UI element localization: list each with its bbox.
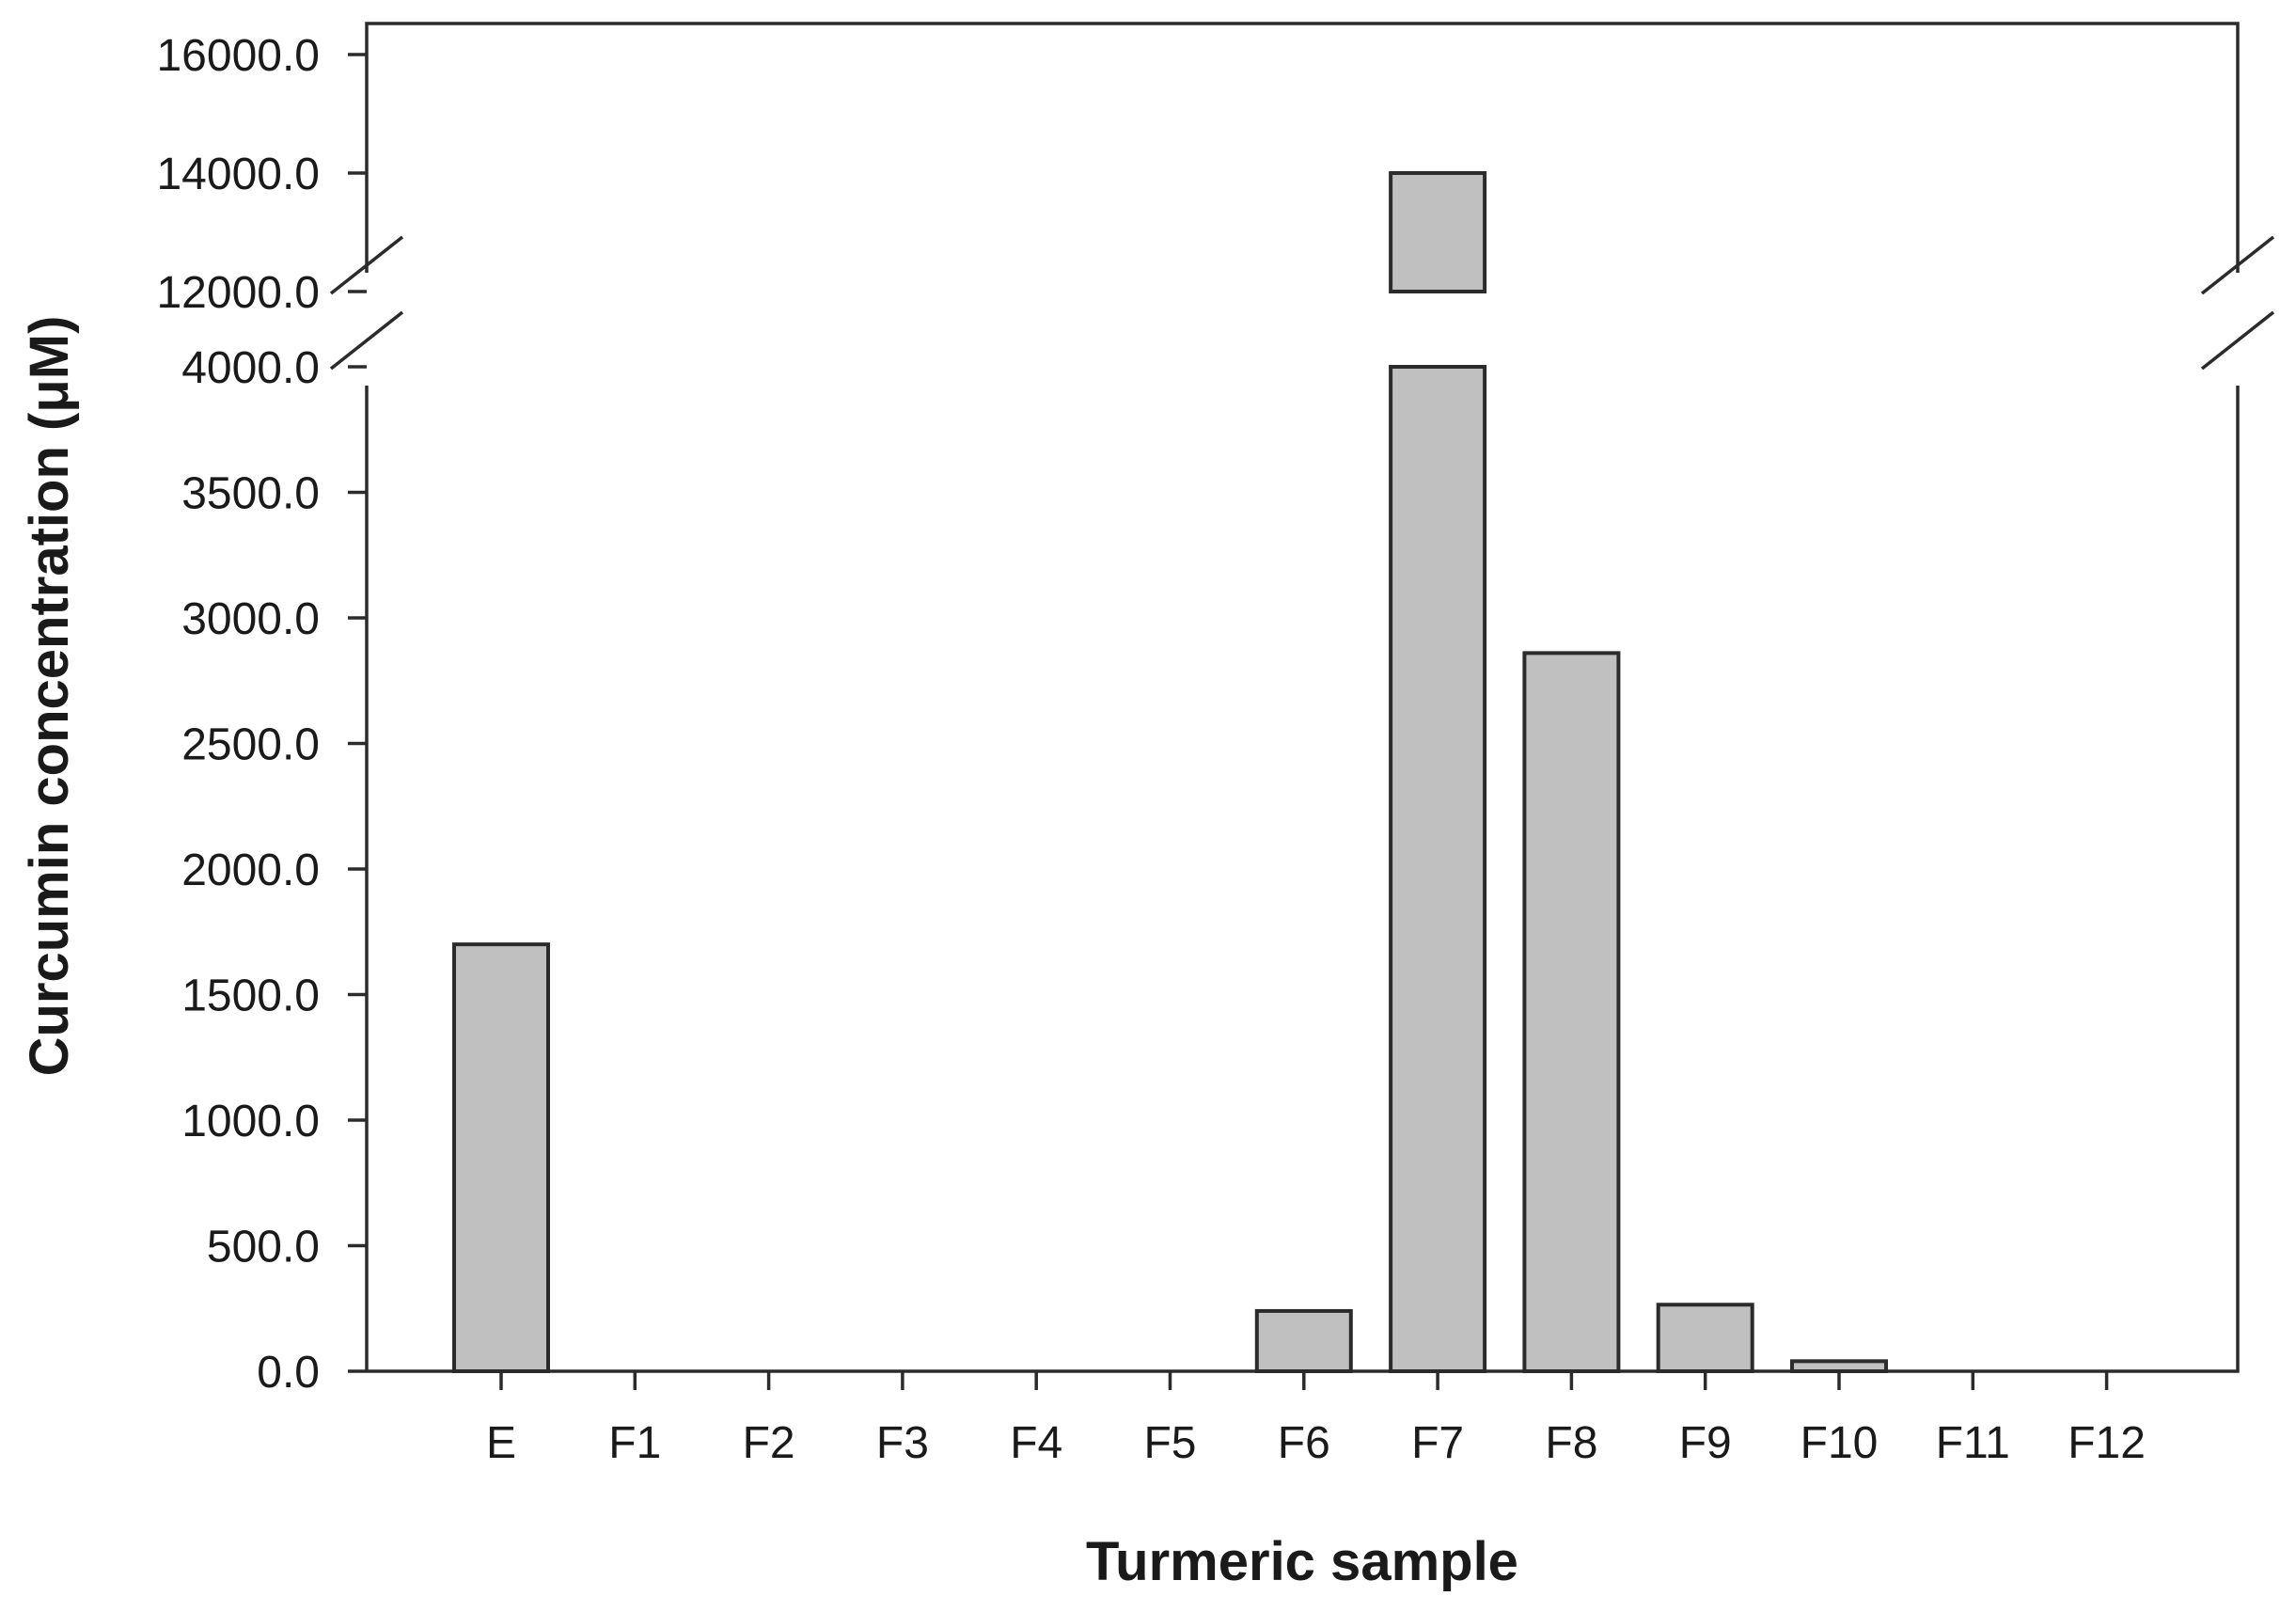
bar-F9 bbox=[1656, 1303, 1754, 1373]
y-tick-label: 3500.0 bbox=[181, 469, 320, 519]
y-tick-label: 3000.0 bbox=[181, 594, 320, 644]
axis-break-mark bbox=[329, 235, 404, 295]
x-tick-label: F3 bbox=[876, 1418, 929, 1468]
y-tick-label: 1000.0 bbox=[181, 1097, 320, 1146]
axes-group bbox=[329, 22, 2275, 1373]
y-tick-label: 4000.0 bbox=[181, 343, 320, 393]
y-tick-label: 2000.0 bbox=[181, 846, 320, 895]
x-tick-label: F4 bbox=[1010, 1418, 1062, 1468]
x-tick-label: F2 bbox=[743, 1418, 795, 1468]
x-tick-label: F8 bbox=[1545, 1418, 1597, 1468]
bar-F8 bbox=[1522, 651, 1621, 1373]
x-tick-label: F7 bbox=[1411, 1418, 1464, 1468]
y-tick-label: 0.0 bbox=[257, 1348, 320, 1398]
y-axis-title: Curcumin concentration (μM) bbox=[19, 316, 80, 1077]
y-tick-label: 1500.0 bbox=[181, 972, 320, 1021]
x-tick-label: F6 bbox=[1278, 1418, 1330, 1468]
x-tick-label: F10 bbox=[1801, 1418, 1879, 1468]
y-tick-label: 12000.0 bbox=[156, 268, 320, 318]
y-tick-label: 16000.0 bbox=[156, 31, 320, 81]
x-tick-label: F12 bbox=[2068, 1418, 2146, 1468]
x-axis-title: Turmeric sample bbox=[1086, 1531, 1518, 1592]
x-ticks-group: E F1 F2 F3 F4 F5 F6 F7 F8 F9 F10 F11 F12 bbox=[486, 1371, 2146, 1468]
bars-group bbox=[452, 171, 1888, 1374]
axis-break-mark bbox=[2200, 235, 2275, 295]
axis-break-mark bbox=[2200, 310, 2275, 371]
y-ticks-group: 0.0 500.0 1000.0 1500.0 2000.0 2500.0 3000.0 35… bbox=[156, 31, 367, 1398]
x-tick-label: F11 bbox=[1936, 1418, 2010, 1468]
bar-F7-upper bbox=[1389, 171, 1487, 293]
axis-frame bbox=[365, 22, 2240, 1373]
x-tick-label: F5 bbox=[1143, 1418, 1196, 1468]
x-tick-label: E bbox=[486, 1418, 516, 1468]
y-tick-label: 2500.0 bbox=[181, 720, 320, 770]
axis-break-mark bbox=[329, 310, 404, 371]
bar-F7-lower bbox=[1389, 365, 1487, 1373]
bar-F6 bbox=[1254, 1308, 1353, 1374]
bar-E bbox=[452, 942, 550, 1373]
y-tick-label: 500.0 bbox=[207, 1223, 320, 1272]
x-tick-label: F9 bbox=[1679, 1418, 1732, 1468]
x-tick-label: F1 bbox=[608, 1418, 661, 1468]
y-tick-label: 14000.0 bbox=[156, 150, 320, 199]
